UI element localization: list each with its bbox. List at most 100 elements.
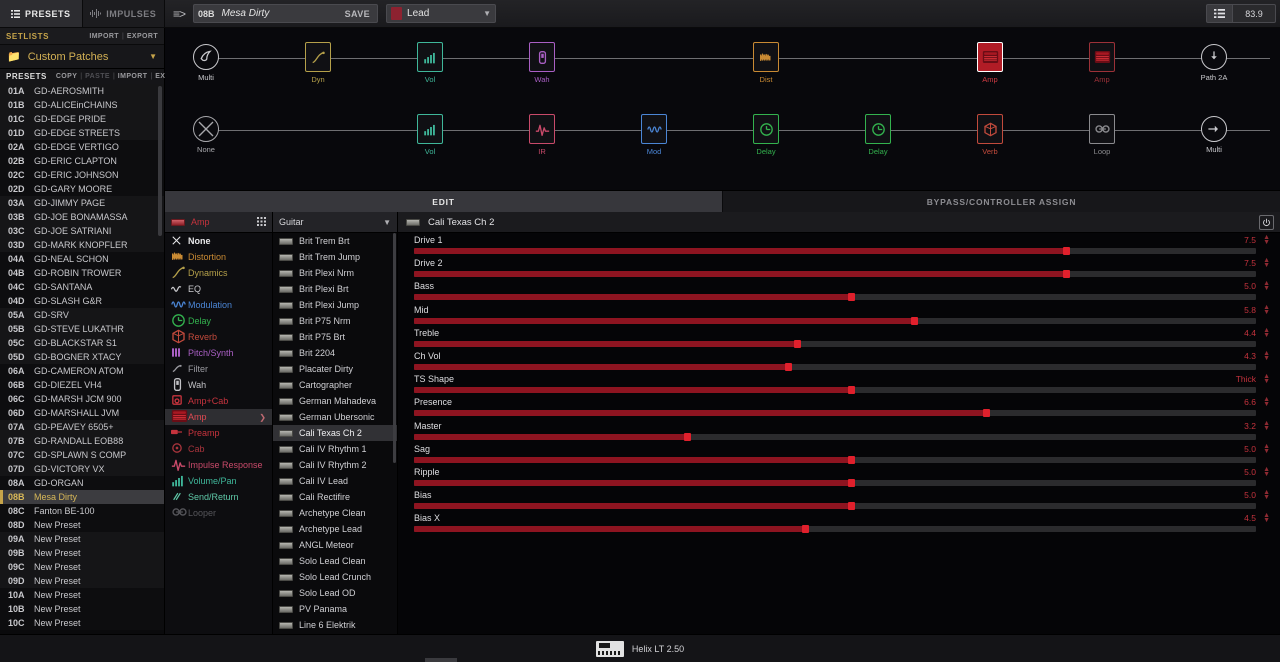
preset-row[interactable]: 01C GD-EDGE PRIDE xyxy=(0,112,164,126)
preset-row[interactable]: 09C New Preset xyxy=(0,560,164,574)
preset-row[interactable]: 04A GD-NEAL SCHON xyxy=(0,252,164,266)
parameter-slider[interactable] xyxy=(414,502,1256,511)
parameter-stepper[interactable]: ▲ ▼ xyxy=(1263,396,1270,409)
model-item[interactable]: Solo Lead Crunch xyxy=(273,569,397,585)
presets-paste-button[interactable]: PASTE xyxy=(85,73,110,80)
chevron-down-icon[interactable]: ▼ xyxy=(383,217,391,227)
parameter-value[interactable]: 7.5 xyxy=(1244,258,1256,269)
parameter-slider-handle[interactable] xyxy=(785,362,793,371)
preset-row[interactable]: 05A GD-SRV xyxy=(0,308,164,322)
category-item-modulation[interactable]: Modulation xyxy=(165,297,272,313)
tab-edit[interactable]: EDIT xyxy=(165,191,722,212)
model-item[interactable]: German Mahadeva xyxy=(273,393,397,409)
model-item[interactable]: PV Panama xyxy=(273,601,397,617)
parameter-stepper[interactable]: ▲ ▼ xyxy=(1263,234,1270,246)
preset-row[interactable]: 07D GD-VICTORY VX xyxy=(0,462,164,476)
preset-list[interactable]: 01A GD-AEROSMITH 01B GD-ALICEinCHAINS 01C GD-… xyxy=(0,84,164,634)
chain-block-dist[interactable]: Dist xyxy=(740,36,792,84)
parameter-slider[interactable] xyxy=(414,455,1256,464)
category-item-none[interactable]: None xyxy=(165,233,272,249)
preset-row[interactable]: 08B Mesa Dirty xyxy=(0,490,164,504)
category-item-pitch-synth[interactable]: Pitch/Synth xyxy=(165,345,272,361)
category-item-amp-cab[interactable]: Amp+Cab xyxy=(165,393,272,409)
preset-row[interactable]: 04D GD-SLASH G&R xyxy=(0,294,164,308)
preset-row[interactable]: 06A GD-CAMERON ATOM xyxy=(0,364,164,378)
model-item[interactable]: Brit 2204 xyxy=(273,345,397,361)
preset-row[interactable]: 04B GD-ROBIN TROWER xyxy=(0,266,164,280)
setlists-export-button[interactable]: EXPORT xyxy=(126,32,158,40)
category-item-cab[interactable]: Cab xyxy=(165,441,272,457)
parameter-value[interactable]: Thick xyxy=(1235,374,1256,385)
category-item-eq[interactable]: EQ xyxy=(165,281,272,297)
parameter-slider-handle[interactable] xyxy=(983,409,991,418)
model-item[interactable]: Brit P75 Nrm xyxy=(273,313,397,329)
tab-presets[interactable]: PRESETS xyxy=(0,0,83,27)
model-item[interactable]: Cartographer xyxy=(273,377,397,393)
model-item[interactable]: Archetype Clean xyxy=(273,505,397,521)
parameter-stepper[interactable]: ▲ ▼ xyxy=(1263,442,1270,455)
parameter-slider-handle[interactable] xyxy=(848,455,856,464)
parameter-slider-handle[interactable] xyxy=(793,339,801,348)
parameter-slider[interactable] xyxy=(414,362,1256,371)
tab-impulses[interactable]: IMPULSES xyxy=(82,0,165,27)
window-resize-handle[interactable] xyxy=(425,658,457,662)
parameter-list[interactable]: Drive 1 7.5 ▲ ▼ Drive 2 7.5 ▲ ▼ Bass 5.0 ▲ ▼ Mid 5.8 ▲… xyxy=(398,233,1280,534)
model-item[interactable]: Archetype Lead xyxy=(273,521,397,537)
parameter-value[interactable]: 5.0 xyxy=(1244,490,1256,501)
preset-row[interactable]: 07B GD-RANDALL EOB88 xyxy=(0,434,164,448)
chain-block-verb[interactable]: Verb xyxy=(964,108,1016,156)
model-item[interactable]: Brit Trem Jump xyxy=(273,249,397,265)
parameter-slider[interactable] xyxy=(414,386,1256,395)
preset-row[interactable]: 05C GD-BLACKSTAR S1 xyxy=(0,336,164,350)
parameter-slider[interactable] xyxy=(414,270,1256,279)
chain-block-delay[interactable]: Delay xyxy=(852,108,904,156)
chain-block-none[interactable]: None xyxy=(180,108,232,154)
model-item[interactable]: Solo Lead OD xyxy=(273,585,397,601)
preset-row[interactable]: 02C GD-ERIC JOHNSON xyxy=(0,168,164,182)
category-item-amp[interactable]: Amp ❯ xyxy=(165,409,272,425)
parameter-value[interactable]: 5.0 xyxy=(1244,443,1256,454)
snapshot-selector[interactable]: Lead ▼ xyxy=(386,4,497,23)
parameter-slider[interactable] xyxy=(414,525,1256,534)
parameter-slider-handle[interactable] xyxy=(1063,270,1071,279)
model-item[interactable]: Brit Plexi Nrm xyxy=(273,265,397,281)
preset-list-scrollbar[interactable] xyxy=(158,86,162,236)
preset-row[interactable]: 08A GD-ORGAN xyxy=(0,476,164,490)
parameter-slider[interactable] xyxy=(414,478,1256,487)
parameter-value[interactable]: 5.8 xyxy=(1244,304,1256,315)
parameter-value[interactable]: 5.0 xyxy=(1244,281,1256,292)
model-item[interactable]: Cali Texas Ch 2 xyxy=(273,425,397,441)
parameter-slider[interactable] xyxy=(414,293,1256,302)
parameter-slider[interactable] xyxy=(414,316,1256,325)
preset-row[interactable]: 01D GD-EDGE STREETS xyxy=(0,126,164,140)
preset-row[interactable]: 06D GD-MARSHALL JVM xyxy=(0,406,164,420)
chain-block-path-2a[interactable]: Path 2A xyxy=(1188,36,1240,82)
parameter-value[interactable]: 6.6 xyxy=(1244,397,1256,408)
preset-row[interactable]: 08D New Preset xyxy=(0,518,164,532)
preset-row[interactable]: 02B GD-ERIC CLAPTON xyxy=(0,154,164,168)
parameter-stepper[interactable]: ▲ ▼ xyxy=(1263,512,1270,525)
category-item-looper[interactable]: Looper xyxy=(165,505,272,521)
power-button[interactable] xyxy=(1259,214,1274,230)
model-item[interactable]: Cali IV Lead xyxy=(273,473,397,489)
preset-row[interactable]: 10A New Preset xyxy=(0,588,164,602)
category-item-delay[interactable]: Delay xyxy=(165,313,272,329)
parameter-slider-handle[interactable] xyxy=(684,432,692,441)
chain-block-multi[interactable]: Multi xyxy=(1188,108,1240,154)
chain-block-multi[interactable]: Multi xyxy=(180,36,232,82)
preset-row[interactable]: 05D GD-BOGNER XTACY xyxy=(0,350,164,364)
parameter-stepper[interactable]: ▲ ▼ xyxy=(1263,349,1270,362)
parameter-slider-handle[interactable] xyxy=(1063,247,1071,255)
preset-row[interactable]: 07A GD-PEAVEY 6505+ xyxy=(0,420,164,434)
model-item[interactable]: Solo Lead Clean xyxy=(273,553,397,569)
model-item[interactable]: Line 6 Elektrik xyxy=(273,617,397,633)
parameter-stepper[interactable]: ▲ ▼ xyxy=(1263,303,1270,316)
parameter-slider[interactable] xyxy=(414,339,1256,348)
signal-flow-icon[interactable]: ≡> xyxy=(173,6,186,21)
model-item[interactable]: ANGL Meteor xyxy=(273,537,397,553)
chain-block-vol[interactable]: Vol xyxy=(404,36,456,84)
preset-row[interactable]: 02A GD-EDGE VERTIGO xyxy=(0,140,164,154)
category-item-volume-pan[interactable]: Volume/Pan xyxy=(165,473,272,489)
chain-block-wah[interactable]: Wah xyxy=(516,36,568,84)
preset-row[interactable]: 03B GD-JOE BONAMASSA xyxy=(0,210,164,224)
